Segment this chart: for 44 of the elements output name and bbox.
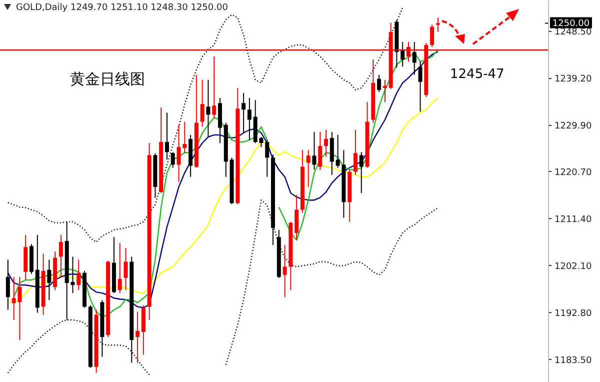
candlestick xyxy=(312,131,316,170)
candlestick xyxy=(318,131,322,170)
candlestick xyxy=(282,244,287,298)
candlestick xyxy=(124,248,128,291)
y-tick-label: 1183.50 xyxy=(554,356,592,366)
candlestick xyxy=(6,259,10,310)
candlestick xyxy=(306,150,310,188)
candlestick xyxy=(247,98,252,140)
candlestick xyxy=(400,41,405,68)
candlestick xyxy=(170,152,175,168)
candlestick xyxy=(353,129,358,176)
candlestick xyxy=(265,139,270,178)
y-tick-label: 1239.20 xyxy=(554,74,592,84)
candlestick xyxy=(294,194,299,241)
candlestick xyxy=(47,259,52,301)
candlestick xyxy=(164,112,169,160)
candlestick xyxy=(359,152,364,194)
chart-title: GOLD,Daily 1249.70 1251.10 1248.30 1250.00 xyxy=(16,3,228,13)
candlestick xyxy=(382,79,387,103)
y-tick-label: 1211.40 xyxy=(554,214,592,225)
candlestick xyxy=(430,24,434,48)
candlestick xyxy=(136,311,140,364)
candlestick xyxy=(324,129,328,158)
y-tick-label: 1220.70 xyxy=(554,168,592,178)
text: 1245-47 xyxy=(450,67,504,82)
y-tick-label: 1229.90 xyxy=(554,121,592,132)
text: 1250.00 xyxy=(552,19,590,30)
candlestick xyxy=(242,92,246,134)
y-tick-label: 1202.10 xyxy=(554,262,592,272)
line-series xyxy=(7,97,439,304)
candlestick xyxy=(200,79,204,128)
y-tick-label: 1192.80 xyxy=(554,308,592,319)
candlestick xyxy=(436,17,440,32)
candlestick xyxy=(418,61,422,112)
candlestick xyxy=(206,79,210,138)
annotation: 黄金日线图 xyxy=(70,70,145,88)
candlestick xyxy=(212,56,216,118)
candlestick xyxy=(412,41,416,76)
candlestick xyxy=(377,74,382,92)
candlestick xyxy=(58,234,63,278)
y-tick-label: 1248.50 xyxy=(554,27,592,38)
candlestick xyxy=(330,131,334,176)
candlestick xyxy=(118,242,122,294)
candlestick xyxy=(76,259,81,291)
